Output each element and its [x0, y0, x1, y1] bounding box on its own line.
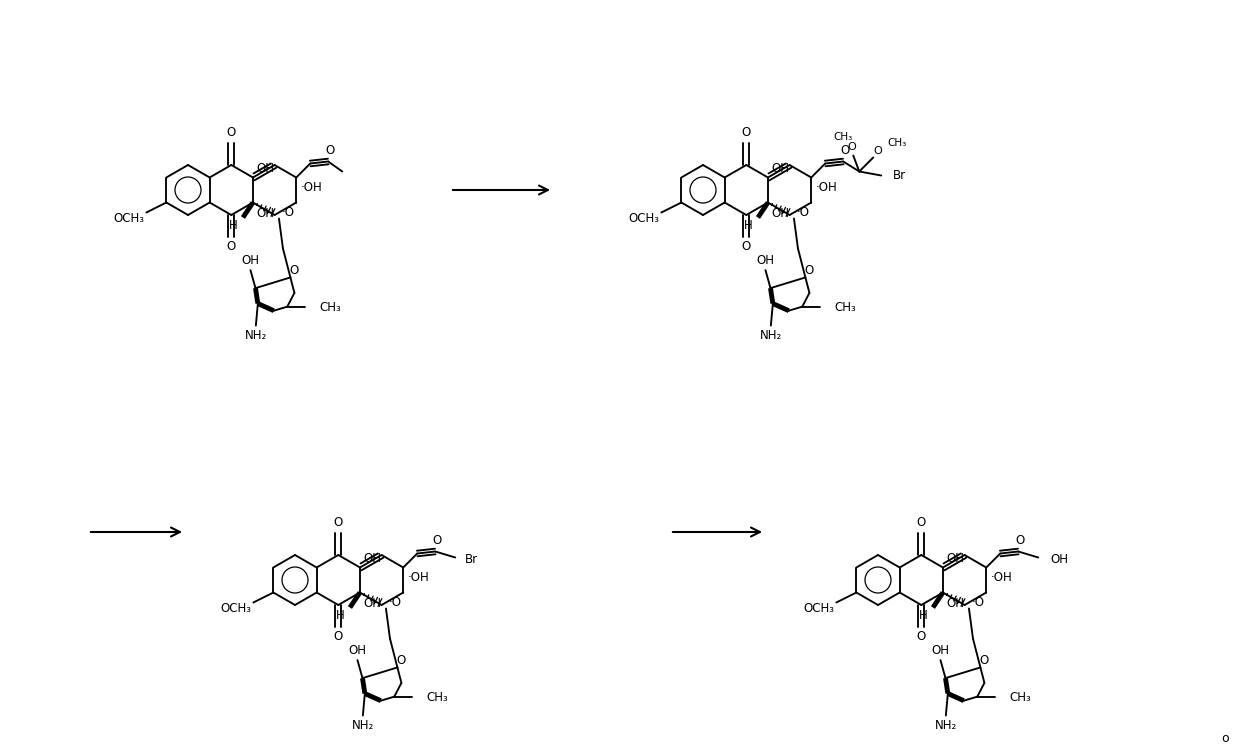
Text: O: O — [227, 240, 236, 252]
Text: NH₂: NH₂ — [760, 329, 782, 342]
Text: O: O — [847, 141, 856, 152]
Text: O: O — [334, 517, 343, 529]
Text: OCH₃: OCH₃ — [114, 212, 145, 225]
Text: ·OH: ·OH — [815, 181, 837, 194]
Text: OH: OH — [1050, 553, 1068, 566]
Text: ·OH: ·OH — [300, 181, 322, 194]
Text: o: o — [1221, 731, 1229, 744]
Text: CH₃: CH₃ — [427, 691, 448, 704]
Text: H: H — [228, 219, 237, 232]
Text: O: O — [805, 264, 813, 277]
Text: OH: OH — [756, 254, 775, 267]
Text: CH₃: CH₃ — [835, 301, 856, 314]
Text: OH: OH — [931, 644, 950, 656]
Text: OH: OH — [363, 597, 381, 610]
Text: O: O — [334, 629, 343, 643]
Text: H: H — [744, 219, 753, 232]
Text: CH₃: CH₃ — [1009, 691, 1030, 704]
Text: O: O — [397, 654, 405, 667]
Text: O: O — [916, 629, 926, 643]
Text: OH: OH — [255, 207, 274, 220]
Text: NH₂: NH₂ — [935, 719, 957, 732]
Text: ·O: ·O — [972, 596, 985, 609]
Text: OCH₃: OCH₃ — [221, 602, 252, 615]
Text: OH: OH — [363, 552, 381, 565]
Text: OH: OH — [946, 552, 963, 565]
Text: O: O — [742, 126, 751, 140]
Text: H: H — [336, 609, 345, 622]
Text: ·O: ·O — [389, 596, 402, 609]
Text: O: O — [433, 534, 441, 547]
Text: OH: OH — [771, 162, 789, 175]
Text: OCH₃: OCH₃ — [629, 212, 660, 225]
Text: CH₃: CH₃ — [320, 301, 341, 314]
Text: H: H — [919, 609, 928, 622]
Text: ·OH: ·OH — [991, 571, 1012, 584]
Text: O: O — [290, 264, 299, 277]
Text: ·OH: ·OH — [407, 571, 429, 584]
Text: OH: OH — [946, 597, 963, 610]
Text: O: O — [873, 146, 882, 155]
Text: OH: OH — [242, 254, 259, 267]
Text: O: O — [841, 144, 849, 157]
Text: O: O — [742, 240, 751, 252]
Text: NH₂: NH₂ — [352, 719, 374, 732]
Text: O: O — [916, 517, 926, 529]
Text: OH: OH — [348, 644, 367, 656]
Text: NH₂: NH₂ — [244, 329, 267, 342]
Text: CH₃: CH₃ — [888, 137, 906, 147]
Text: OH: OH — [255, 162, 274, 175]
Text: CH₃: CH₃ — [833, 132, 853, 143]
Text: O: O — [227, 126, 236, 140]
Text: O: O — [980, 654, 990, 667]
Text: Br: Br — [465, 553, 479, 566]
Text: O: O — [326, 144, 335, 157]
Text: ·O: ·O — [281, 206, 295, 219]
Text: ·O: ·O — [797, 206, 810, 219]
Text: OH: OH — [771, 207, 789, 220]
Text: Br: Br — [893, 169, 906, 182]
Text: OCH₃: OCH₃ — [804, 602, 835, 615]
Text: O: O — [1016, 534, 1025, 547]
